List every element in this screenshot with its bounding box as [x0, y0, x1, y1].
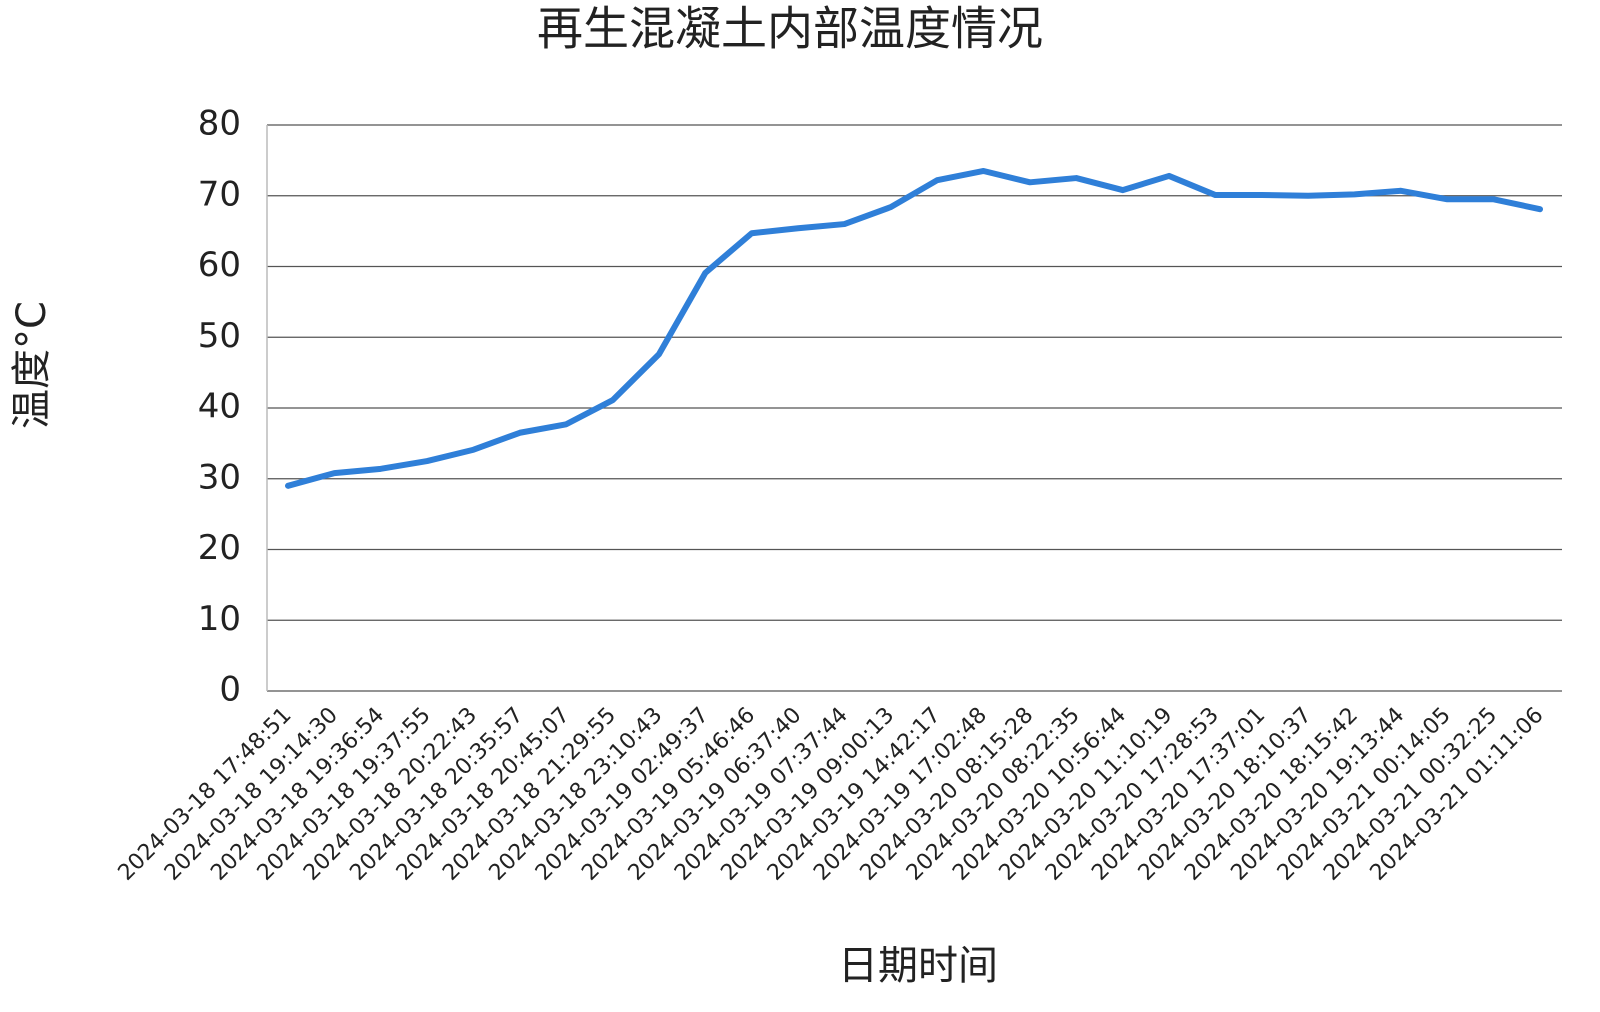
y-tick-label: 80 [198, 104, 241, 144]
y-tick-label: 50 [198, 316, 241, 356]
y-tick-label: 40 [198, 387, 241, 427]
chart-title: 再生混凝土内部温度情况 [537, 2, 1043, 56]
y-tick-label: 20 [198, 528, 241, 568]
y-tick-label: 10 [198, 599, 241, 639]
y-axis-label: 温度°C [9, 301, 55, 429]
y-tick-label: 30 [198, 457, 241, 497]
data-line [285, 167, 1543, 489]
y-tick-label: 0 [219, 670, 241, 710]
y-tick-label: 70 [198, 174, 241, 214]
y-tick-label: 60 [198, 245, 241, 285]
x-axis-label: 日期时间 [838, 943, 998, 989]
